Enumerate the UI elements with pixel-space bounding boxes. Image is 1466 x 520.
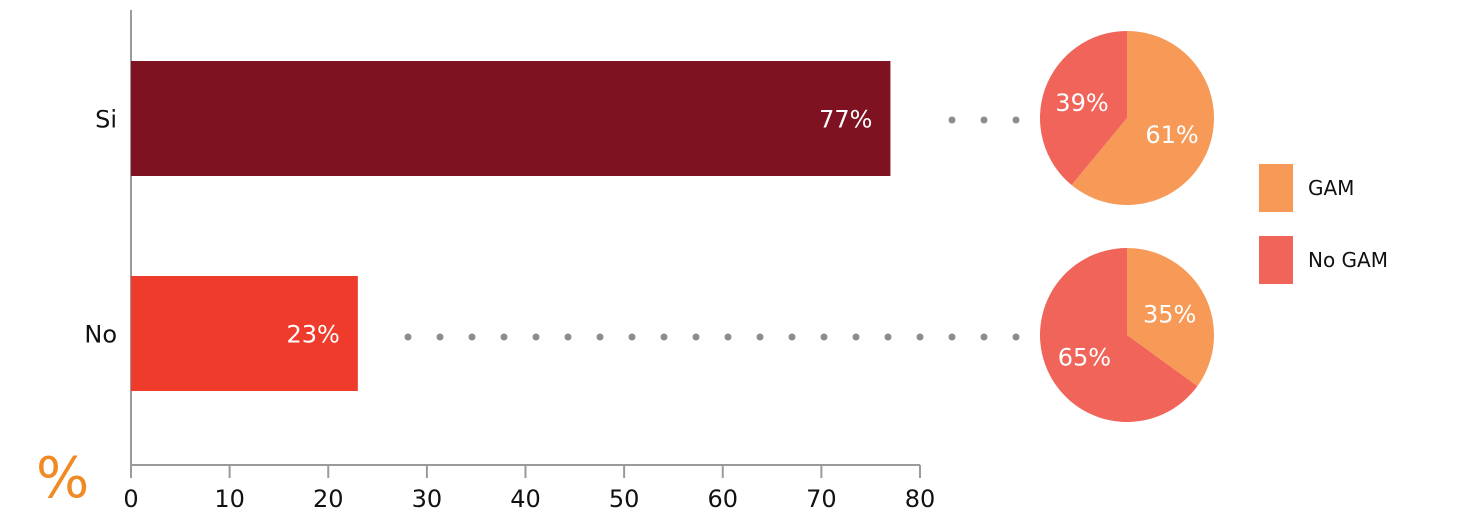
connector-dot bbox=[852, 333, 860, 341]
connector-dot bbox=[532, 333, 540, 341]
connector-dot bbox=[756, 333, 764, 341]
pie-slice-label: 35% bbox=[1143, 300, 1196, 328]
bar-labels-group: 77% 23% bbox=[286, 106, 872, 349]
x-tick-label: 30 bbox=[412, 485, 443, 513]
legend-label: GAM bbox=[1308, 176, 1354, 200]
x-ticks-group: 0 10 20 30 40 50 60 70 80 bbox=[123, 465, 935, 513]
connector-dot bbox=[436, 333, 444, 341]
pie-slice-gam bbox=[1127, 248, 1215, 387]
connector-dot bbox=[468, 333, 476, 341]
connector-dot bbox=[948, 333, 956, 341]
bar-value-label: 77% bbox=[819, 106, 872, 134]
x-tick-label: 0 bbox=[123, 485, 138, 513]
connector-dot bbox=[564, 333, 572, 341]
connector-dot bbox=[724, 333, 732, 341]
legend-swatch bbox=[1259, 236, 1293, 284]
pie-slice-no-gam bbox=[1040, 31, 1127, 186]
connector-dot bbox=[500, 333, 508, 341]
connector-dot bbox=[628, 333, 636, 341]
bars-group bbox=[131, 61, 891, 391]
connector-dot bbox=[916, 333, 924, 341]
legend-label: No GAM bbox=[1308, 248, 1388, 272]
pie-slice-label: 39% bbox=[1055, 89, 1108, 117]
bar-no bbox=[131, 276, 358, 391]
pies-group: 61% 39% 35% 65% bbox=[1040, 31, 1215, 422]
connector-dot bbox=[788, 333, 796, 341]
connector-dot bbox=[404, 333, 412, 341]
category-labels-group: Si No bbox=[84, 106, 117, 349]
bar-value-label: 23% bbox=[286, 321, 339, 349]
x-tick-label: 70 bbox=[806, 485, 837, 513]
connector-dots-group bbox=[404, 116, 1020, 341]
connector-dot bbox=[1012, 333, 1020, 341]
unit-label: % bbox=[36, 446, 89, 511]
x-tick-label: 10 bbox=[214, 485, 245, 513]
category-label: Si bbox=[95, 106, 117, 134]
legend-swatch bbox=[1259, 164, 1293, 212]
pie-slice-no-gam bbox=[1040, 248, 1198, 422]
connector-dot bbox=[692, 333, 700, 341]
pie-slice-gam bbox=[1071, 31, 1214, 205]
x-tick-label: 40 bbox=[510, 485, 541, 513]
category-label: No bbox=[84, 321, 117, 349]
bar-si bbox=[131, 61, 891, 176]
connector-dot bbox=[1012, 116, 1020, 124]
connector-dot bbox=[980, 116, 988, 124]
x-tick-label: 60 bbox=[707, 485, 738, 513]
x-tick-label: 50 bbox=[609, 485, 640, 513]
connector-dot bbox=[820, 333, 828, 341]
connector-dot bbox=[884, 333, 892, 341]
x-tick-label: 20 bbox=[313, 485, 344, 513]
pie-slice-label: 61% bbox=[1145, 121, 1198, 149]
pie-slice-label: 65% bbox=[1058, 344, 1111, 372]
connector-dot bbox=[980, 333, 988, 341]
x-tick-label: 80 bbox=[905, 485, 936, 513]
connector-dot bbox=[948, 116, 956, 124]
connector-dot bbox=[596, 333, 604, 341]
connector-dot bbox=[660, 333, 668, 341]
legend: GAM No GAM bbox=[1259, 164, 1388, 284]
